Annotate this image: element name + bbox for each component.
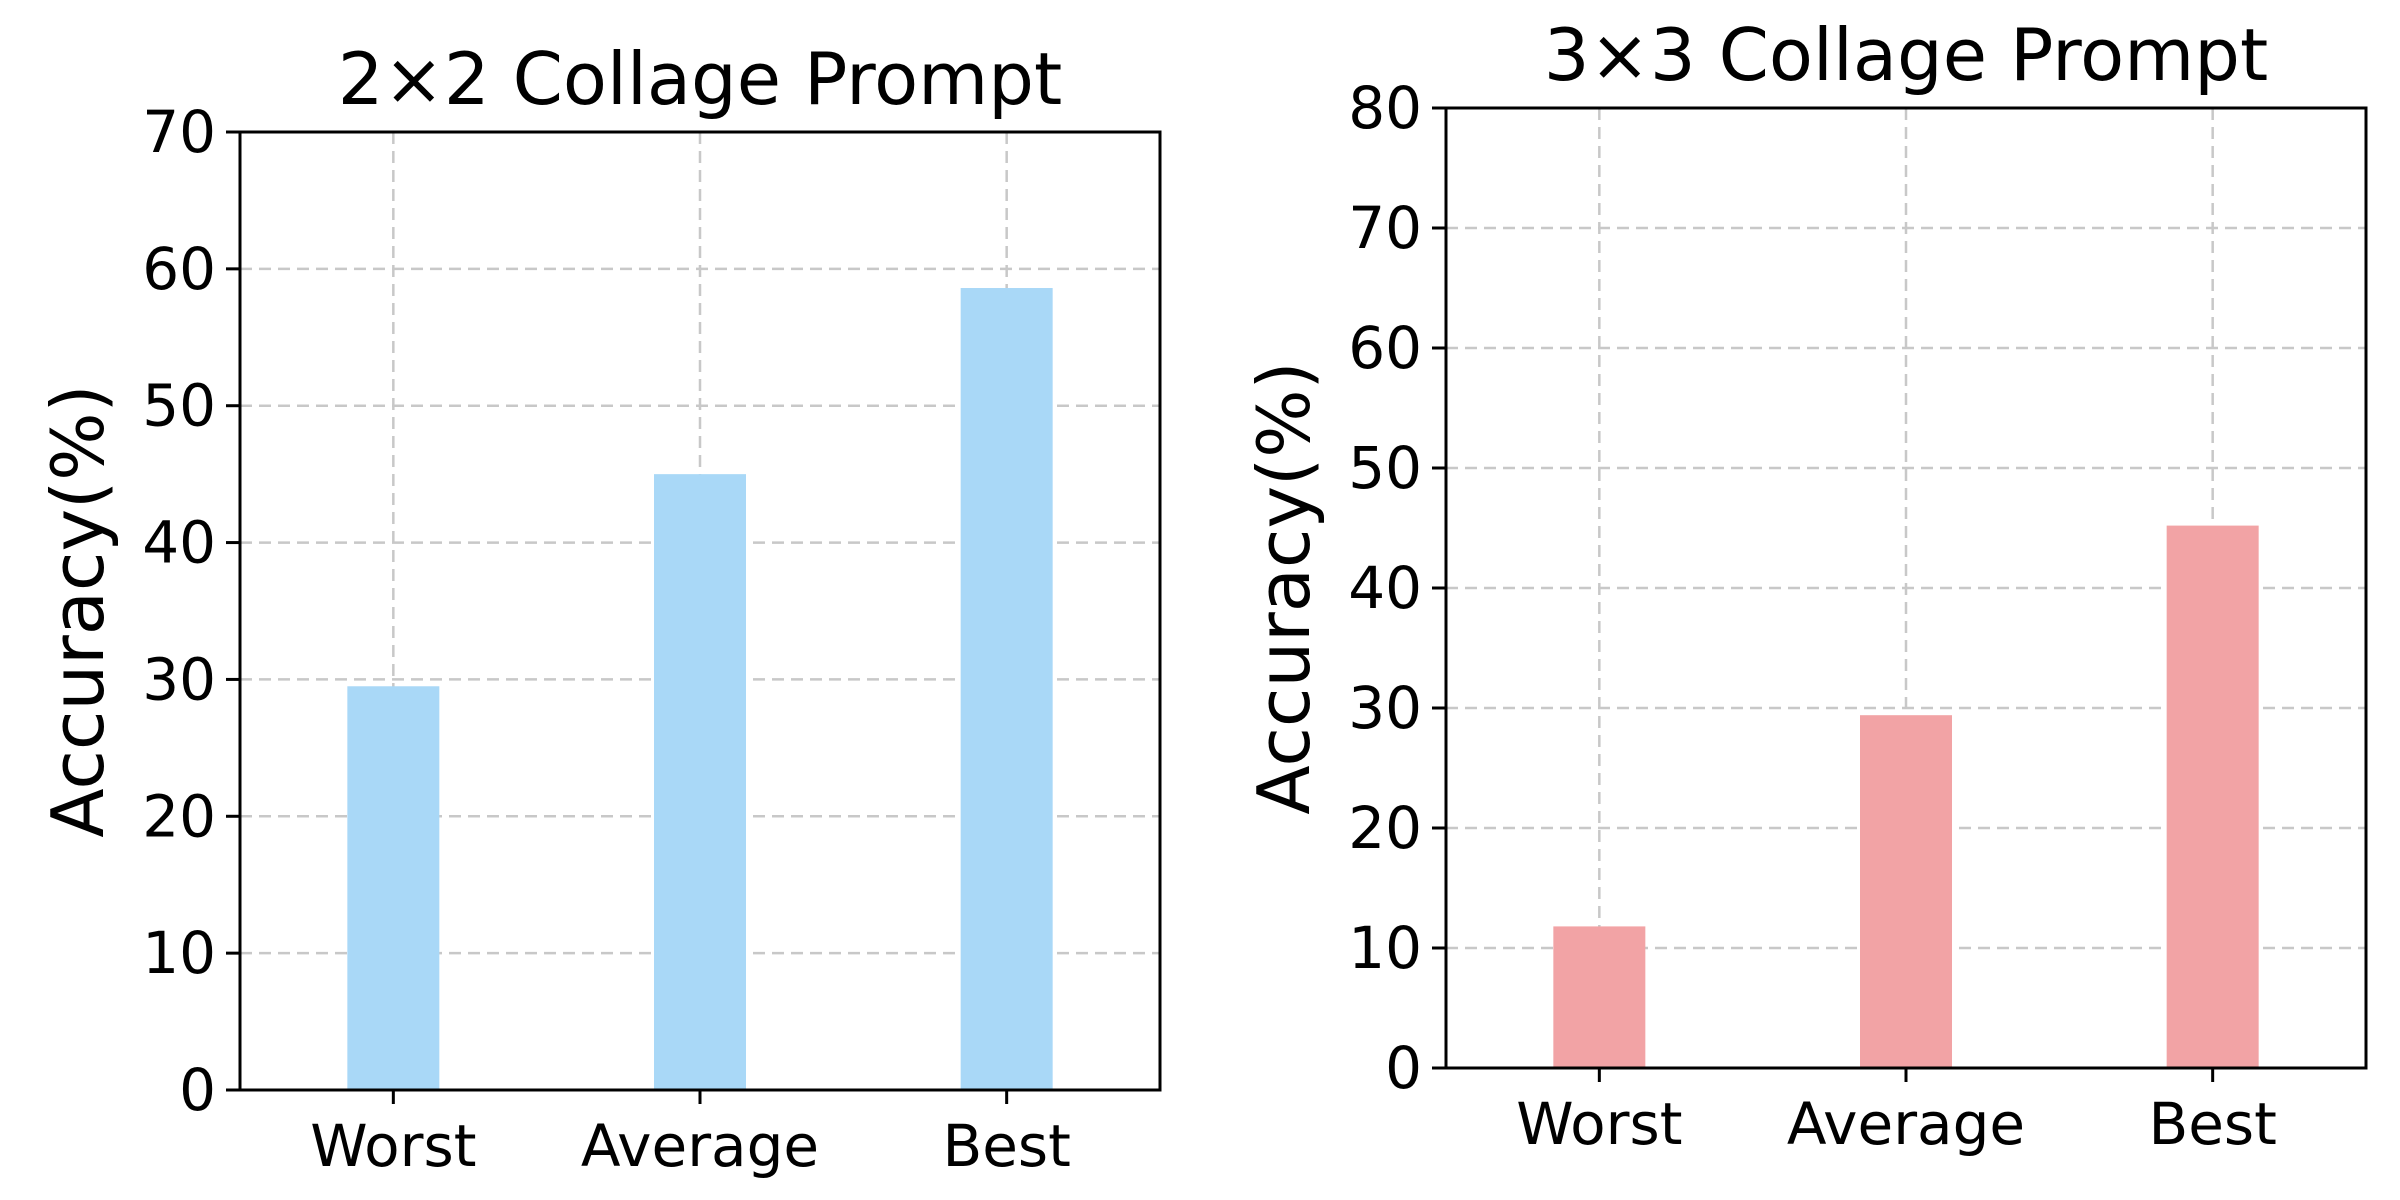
y-tick-label: 70 xyxy=(142,98,216,166)
y-tick-label: 0 xyxy=(1385,1034,1422,1102)
y-tick-label: 40 xyxy=(142,509,216,577)
y-tick-label: 70 xyxy=(1348,194,1422,262)
x-tick-label: Best xyxy=(942,1112,1070,1180)
y-tick-label: 30 xyxy=(142,645,216,713)
y-tick-label: 50 xyxy=(1348,434,1422,502)
x-tick-label: Worst xyxy=(1516,1090,1682,1158)
chart-title: 2×2 Collage Prompt xyxy=(338,37,1062,121)
bars xyxy=(1553,525,2259,1068)
y-tick-label: 80 xyxy=(1348,74,1422,142)
y-tick-label: 30 xyxy=(1348,674,1422,742)
x-tick-label: Average xyxy=(581,1112,819,1180)
bar-worst xyxy=(347,686,440,1090)
y-tick-label: 10 xyxy=(142,919,216,987)
y-tick-label: 20 xyxy=(1348,794,1422,862)
bars xyxy=(347,288,1053,1091)
chart-title: 3×3 Collage Prompt xyxy=(1544,13,2268,97)
y-tick-label: 10 xyxy=(1348,914,1422,982)
y-tick-label: 60 xyxy=(142,235,216,303)
x-ticks: Worst Average Best xyxy=(310,1090,1071,1180)
bar-average xyxy=(1860,715,1952,1068)
bar-worst xyxy=(1553,926,1646,1068)
chart-2x2-collage: 2×2 Collage Prompt Accuracy(%) 0 10 20 30 40… xyxy=(36,37,1162,1180)
x-ticks: Worst Average Best xyxy=(1516,1068,2277,1158)
x-tick-label: Worst xyxy=(310,1112,476,1180)
y-axis-label: Accuracy(%) xyxy=(1242,361,1326,814)
y-ticks: 0 10 20 30 40 50 60 70 xyxy=(142,98,240,1124)
x-tick-label: Best xyxy=(2148,1090,2276,1158)
y-tick-label: 50 xyxy=(142,372,216,440)
y-axis-label: Accuracy(%) xyxy=(36,384,120,837)
bar-best xyxy=(960,288,1053,1090)
bar-best xyxy=(2166,525,2259,1068)
y-tick-label: 20 xyxy=(142,782,216,850)
bar-average xyxy=(654,474,746,1091)
y-tick-label: 40 xyxy=(1348,554,1422,622)
y-ticks: 0 10 20 30 40 50 60 70 80 xyxy=(1348,74,1446,1102)
x-tick-label: Average xyxy=(1787,1090,2025,1158)
chart-3x3-collage: 3×3 Collage Prompt Accuracy(%) 0 10 20 30 40… xyxy=(1242,13,2368,1158)
y-tick-label: 0 xyxy=(179,1056,216,1124)
y-tick-label: 60 xyxy=(1348,314,1422,382)
